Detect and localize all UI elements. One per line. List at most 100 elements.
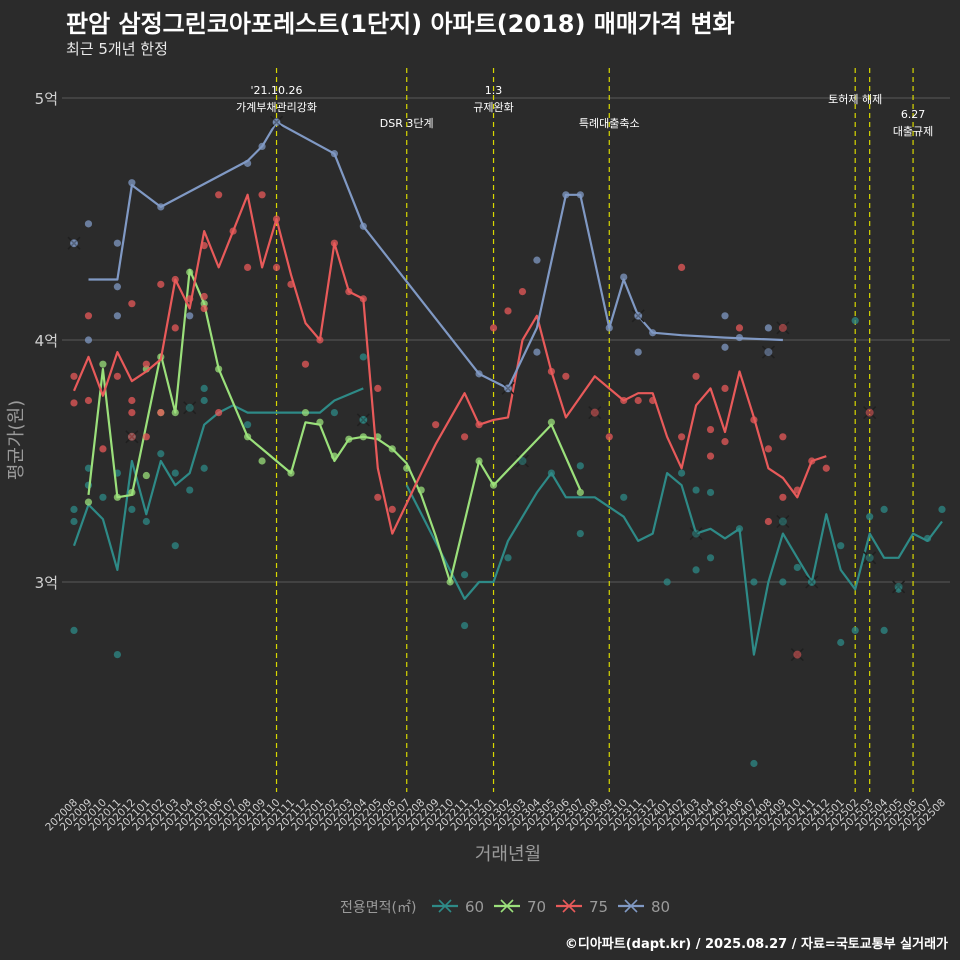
point-75-9 xyxy=(142,433,150,441)
point-60-27 xyxy=(576,530,584,538)
cross-point-75-3 xyxy=(793,650,802,659)
point-60-17 xyxy=(200,396,208,405)
point-80-8 xyxy=(186,312,194,320)
point-75-23 xyxy=(258,191,266,199)
point-80-5 xyxy=(113,312,121,320)
cross-point-80-1 xyxy=(272,118,281,127)
point-70-28 xyxy=(576,488,584,497)
event-label-3-0: 특례대출축소 xyxy=(579,117,640,130)
point-60-30 xyxy=(678,469,686,477)
point-75-6 xyxy=(128,300,136,308)
point-75-1 xyxy=(70,399,78,407)
event-label-0-0: '21.10.26 xyxy=(251,84,303,97)
point-75-32 xyxy=(374,384,382,392)
point-75-2 xyxy=(84,396,93,405)
point-75-40 xyxy=(518,288,527,296)
legend-cross-75 xyxy=(562,899,576,913)
point-60-0 xyxy=(70,626,78,635)
chart-caption: ©디아파트(dapt.kr) / 2025.08.27 / 자료=국토교통부 실… xyxy=(564,937,948,952)
point-60-15 xyxy=(200,384,208,392)
point-75-47 xyxy=(678,263,686,271)
legend-cross-70 xyxy=(500,899,514,913)
line-60-0 xyxy=(72,387,364,571)
point-75-27 xyxy=(301,360,310,368)
point-80-17 xyxy=(533,348,541,356)
legend-title: 전용면적(㎡) xyxy=(340,900,416,916)
point-60-22 xyxy=(461,621,469,630)
point-60-37 xyxy=(750,578,758,586)
point-80-28 xyxy=(764,324,773,332)
point-75-0 xyxy=(70,372,78,380)
point-60-24 xyxy=(504,554,512,562)
event-label-0-1: 가계부채관리강화 xyxy=(236,101,317,114)
point-75-51 xyxy=(706,425,715,434)
point-75-19 xyxy=(215,409,223,417)
point-75-54 xyxy=(735,324,744,332)
point-60-18 xyxy=(244,421,252,429)
point-70-1 xyxy=(99,360,107,368)
cross-point-80-0 xyxy=(70,239,78,248)
point-75-22 xyxy=(244,263,252,271)
point-60-38 xyxy=(779,578,787,586)
line-60-1 xyxy=(405,472,943,656)
series-75 xyxy=(70,191,877,662)
point-75-42 xyxy=(562,372,570,380)
point-60-28 xyxy=(620,493,628,501)
point-75-33 xyxy=(374,493,382,501)
point-60-6 xyxy=(113,651,121,659)
point-75-49 xyxy=(692,372,700,380)
point-80-23 xyxy=(634,348,642,356)
point-75-50 xyxy=(706,452,715,460)
point-60-12 xyxy=(171,542,179,550)
point-60-42 xyxy=(837,542,845,550)
point-75-34 xyxy=(388,505,396,513)
cross-point-80-4 xyxy=(764,348,773,357)
point-60-16 xyxy=(200,464,208,472)
x-axis-title: 거래년월 xyxy=(475,844,541,865)
point-80-21 xyxy=(620,273,628,281)
point-75-58 xyxy=(779,433,787,441)
cross-point-60-3 xyxy=(692,529,701,538)
point-60-46 xyxy=(880,626,888,635)
point-60-44 xyxy=(851,317,859,325)
point-75-56 xyxy=(764,517,773,526)
legend-label-75: 75 xyxy=(589,898,608,916)
point-60-8 xyxy=(128,505,136,513)
legend: 전용면적(㎡) 60 70 75 80 xyxy=(340,898,670,916)
point-75-11 xyxy=(157,280,165,288)
point-75-36 xyxy=(461,433,469,441)
point-75-59 xyxy=(779,493,787,501)
event-label-2-0: 1.3 xyxy=(485,84,503,97)
cross-point-80-3 xyxy=(634,311,643,320)
y-axis-title: 평균가(원) xyxy=(6,400,27,480)
line-75-0 xyxy=(72,193,827,535)
point-60-26 xyxy=(576,462,584,470)
point-60-29 xyxy=(663,578,671,586)
y-tick-label-1: 4억 xyxy=(35,332,58,350)
cross-point-60-4 xyxy=(778,517,787,526)
point-75-38 xyxy=(489,324,498,332)
point-75-39 xyxy=(504,307,512,315)
point-70-15 xyxy=(301,409,310,417)
cross-point-60-0 xyxy=(185,403,194,412)
point-60-32 xyxy=(692,486,700,494)
point-60-34 xyxy=(706,488,715,497)
point-75-13 xyxy=(171,324,179,332)
cross-point-60-5 xyxy=(807,578,816,586)
point-60-2 xyxy=(70,517,78,526)
cross-point-75-0 xyxy=(127,432,136,441)
event-label-1-0: DSR 3단계 xyxy=(380,117,434,130)
point-75-24 xyxy=(272,263,281,271)
point-70-27 xyxy=(547,418,556,426)
point-80-2 xyxy=(84,336,93,344)
point-80-25 xyxy=(721,312,729,320)
point-80-16 xyxy=(533,256,541,264)
cross-point-60-1 xyxy=(359,415,368,424)
point-60-41 xyxy=(837,638,845,647)
series-80 xyxy=(67,115,783,395)
point-60-1 xyxy=(70,505,78,513)
point-60-13 xyxy=(171,469,179,477)
point-75-18 xyxy=(200,292,208,301)
